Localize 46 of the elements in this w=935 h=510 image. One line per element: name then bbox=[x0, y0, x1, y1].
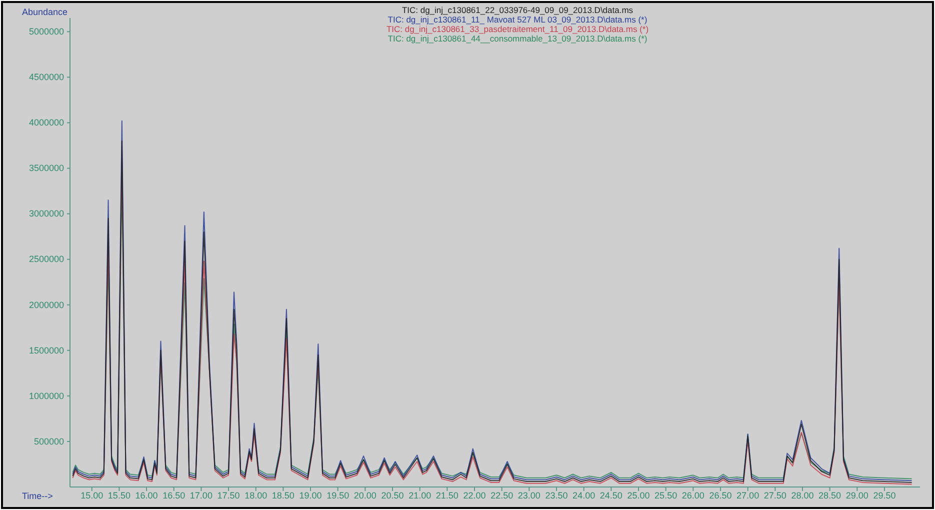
x-tick-label: 15.00 bbox=[80, 490, 104, 500]
x-tick-label: 26.00 bbox=[682, 490, 704, 500]
x-tick-label: 22.00 bbox=[463, 490, 486, 500]
x-tick-label: 20.50 bbox=[381, 490, 404, 500]
x-tick-label: 17.00 bbox=[190, 490, 212, 500]
x-tick-label: 25.50 bbox=[654, 490, 678, 500]
y-tick-label: 4500000 bbox=[28, 72, 64, 82]
x-tick-label: 23.00 bbox=[518, 490, 540, 500]
y-axis-title: Abundance bbox=[22, 7, 68, 17]
x-tick-label: 16.50 bbox=[162, 490, 186, 500]
y-tick-label: 4000000 bbox=[28, 118, 64, 128]
x-tick-label: 29.50 bbox=[873, 490, 896, 500]
x-tick-label: 21.50 bbox=[436, 490, 458, 500]
x-tick-label: 29.00 bbox=[846, 490, 868, 500]
x-tick-label: 23.50 bbox=[545, 490, 568, 500]
x-tick-label: 17.50 bbox=[217, 490, 240, 500]
y-tick-label: 3500000 bbox=[28, 163, 64, 174]
x-tick-label: 22.50 bbox=[490, 490, 514, 500]
y-tick-label: 1500000 bbox=[28, 345, 64, 356]
x-tick-label: 16.00 bbox=[135, 490, 158, 500]
x-tick-label: 19.00 bbox=[299, 490, 322, 500]
x-tick-label: 18.00 bbox=[244, 490, 268, 500]
x-tick-label: 24.50 bbox=[600, 490, 622, 500]
y-tick-label: 2500000 bbox=[28, 254, 64, 264]
x-tick-label: 19.50 bbox=[326, 490, 350, 500]
x-tick-label: 20.00 bbox=[354, 490, 376, 500]
x-tick-label: 21.00 bbox=[408, 490, 432, 500]
x-tick-label: 24.00 bbox=[572, 490, 596, 500]
x-tick-label: 15.50 bbox=[108, 490, 130, 500]
text: TIC: dg_inj_c130861_22_033976-49_09_09_2013.D\data.ms bbox=[402, 5, 634, 15]
x-axis-title: Time--> bbox=[22, 491, 53, 501]
x-tick-label: 18.50 bbox=[272, 490, 294, 500]
y-tick-label: 500000 bbox=[34, 436, 64, 446]
x-tick-label: 28.00 bbox=[791, 490, 814, 500]
x-tick-label: 27.50 bbox=[764, 490, 786, 500]
text: TIC: dg_inj_c130861_11_ Mavoat 527 ML 03_09_2013.D\data.ms (*) bbox=[388, 14, 648, 24]
y-tick-label: 5000000 bbox=[28, 26, 64, 37]
y-tick-label: 2000000 bbox=[28, 300, 64, 310]
x-tick-label: 28.50 bbox=[818, 490, 842, 500]
y-tick-label: 3000000 bbox=[28, 208, 64, 219]
x-tick-label: 26.50 bbox=[709, 490, 732, 500]
y-tick-label: 1000000 bbox=[28, 390, 64, 401]
text: TIC: dg_inj_c130861_33_pasdetraitement_11_09_2013.D\data.ms (*) bbox=[386, 24, 649, 34]
x-tick-label: 27.00 bbox=[736, 490, 760, 500]
text: TIC: dg_inj_c130861_44__consommable_13_09_2013.D\data.ms (*) bbox=[388, 34, 648, 44]
x-tick-label: 25.00 bbox=[627, 490, 650, 500]
